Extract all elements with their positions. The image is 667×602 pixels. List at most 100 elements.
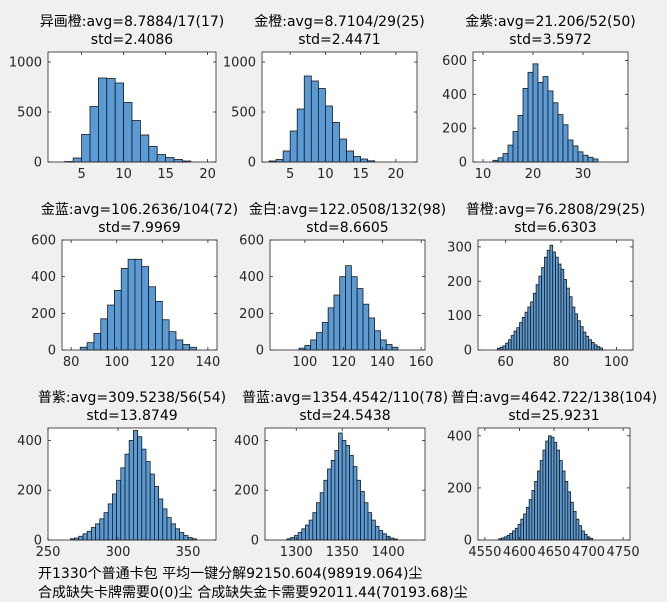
histogram-bar xyxy=(580,326,584,351)
histogram-bar xyxy=(549,244,554,351)
chart-subtitle: std=8.6605 xyxy=(306,220,388,236)
histogram-bar xyxy=(116,479,122,541)
histogram-bar xyxy=(512,131,519,163)
histogram-bar xyxy=(561,470,566,541)
histogram-bar xyxy=(360,158,369,163)
histogram-bar xyxy=(563,279,567,351)
x-tick-label: 100 xyxy=(104,355,129,370)
x-tick-label: 4600 xyxy=(503,545,536,560)
y-tick-label: 200 xyxy=(447,275,472,290)
histogram-bar xyxy=(577,320,581,351)
histogram-bar xyxy=(338,432,343,541)
histogram-bar xyxy=(513,330,518,351)
histogram-bar xyxy=(112,493,118,541)
axes-box xyxy=(61,239,218,351)
histogram-bar xyxy=(149,473,155,541)
axes-box xyxy=(264,427,426,541)
x-tick-label: 5 xyxy=(77,167,85,182)
histogram-bar xyxy=(137,436,143,541)
histogram-bar xyxy=(497,157,504,163)
y-tick-label: 500 xyxy=(231,106,256,121)
histogram-bar xyxy=(530,301,534,351)
y-tick-label: 600 xyxy=(442,54,467,69)
histogram-bar xyxy=(503,536,508,541)
histogram-bar xyxy=(507,144,514,163)
histogram-bar xyxy=(356,288,364,351)
summary-line-1: 开1330个普通卡包 平均一键分解92150.604(98919.064)尘 xyxy=(38,566,423,582)
subplot-6: 60 80 100 0 100 200 300 普橙:avg=76.2808/29(25) st… xyxy=(447,202,645,370)
histogram-bar xyxy=(86,530,92,541)
histogram-bar xyxy=(161,319,170,351)
histogram-bar xyxy=(571,306,576,351)
histogram-bar xyxy=(350,276,358,351)
histogram-bar xyxy=(596,346,601,351)
histogram-bar xyxy=(516,327,520,351)
chart-subtitle: std=7.9969 xyxy=(98,220,180,236)
histogram-bar xyxy=(520,518,525,541)
x-tick-label: 10 xyxy=(115,167,132,182)
histogram-bar xyxy=(312,512,317,541)
histogram-bar xyxy=(341,440,347,541)
chart-title: 普紫:avg=309.5238/56(54) xyxy=(38,390,226,406)
y-tick-label: 100 xyxy=(447,309,472,324)
x-tick-label: 1400 xyxy=(372,545,405,560)
histogram-bar xyxy=(367,512,373,541)
histogram-bar xyxy=(89,106,99,163)
x-tick-label: 350 xyxy=(176,545,201,560)
y-tick-label: 0 xyxy=(459,156,467,171)
histogram-bar xyxy=(368,317,376,351)
x-tick-label: 100 xyxy=(604,355,629,370)
histogram-bar xyxy=(542,76,549,163)
histogram-bar xyxy=(527,306,531,351)
chart-subtitle: std=13.8749 xyxy=(86,408,177,424)
histogram-bar xyxy=(522,87,529,163)
histogram-bar xyxy=(346,150,354,163)
histogram-bar xyxy=(131,120,141,163)
histogram-bar xyxy=(72,157,82,163)
x-tick-label: 15 xyxy=(157,167,174,182)
histogram-bar xyxy=(512,530,516,541)
subplot-2: 5 10 15 20 0 500 1000 金橙:avg=8.7104/29(25) std=2… xyxy=(223,14,425,182)
chart-title: 普橙:avg=76.2808/29(25) xyxy=(466,202,645,218)
y-tick-label: 0 xyxy=(251,534,259,549)
histogram-bar xyxy=(321,322,329,351)
histogram-bar xyxy=(360,491,365,541)
subplot-3: 10 20 30 0 200 400 600 金紫:avg=21.206/52(50) std=… xyxy=(442,14,636,182)
x-tick-label: 60 xyxy=(497,355,514,370)
y-tick-label: 600 xyxy=(31,234,56,249)
histogram-bar xyxy=(103,512,109,541)
subplot-8: 1300 1350 1400 0 200 400 普蓝:avg=1354.4542/110(… xyxy=(234,390,448,560)
histogram-bar xyxy=(528,499,533,541)
summary-line-2: 合成缺失卡牌需要0(0)尘 合成缺失金卡需要92011.44(70193.68)… xyxy=(38,585,468,601)
histogram-bar xyxy=(134,258,143,351)
x-tick-label: 100 xyxy=(292,355,317,370)
histogram-bar xyxy=(564,480,569,541)
x-tick-label: 80 xyxy=(63,355,80,370)
histogram-bar xyxy=(301,528,306,541)
y-tick-label: 0 xyxy=(248,156,256,171)
histogram-bar xyxy=(556,449,560,541)
histogram-bar xyxy=(374,525,380,541)
x-tick-label: 4750 xyxy=(607,545,640,560)
histogram-bar xyxy=(553,441,558,541)
histogram-bar xyxy=(374,330,381,351)
histogram-bar xyxy=(352,466,358,541)
histogram-bar xyxy=(98,77,108,163)
histogram-bar xyxy=(148,286,156,351)
y-tick-label: 200 xyxy=(234,484,259,499)
histogram-bar xyxy=(175,339,184,351)
histogram-bar xyxy=(323,479,328,541)
chart-subtitle: std=6.6303 xyxy=(514,220,596,236)
histogram-bar xyxy=(542,449,547,541)
histogram-bar xyxy=(521,316,526,351)
histogram-bar xyxy=(183,535,189,541)
histogram-bar xyxy=(591,342,595,351)
histogram-bar xyxy=(538,275,543,351)
subplot-5: 100 120 140 160 0 200 400 600 金白:avg=122.0508/13… xyxy=(239,202,446,370)
y-tick-label: 200 xyxy=(17,484,42,499)
histogram-bar xyxy=(587,156,594,163)
chart-subtitle: std=25.9231 xyxy=(508,408,599,424)
chart-title: 金橙:avg=8.7104/29(25) xyxy=(254,14,424,30)
histogram-bar xyxy=(535,284,540,351)
histogram-bar xyxy=(332,122,340,163)
